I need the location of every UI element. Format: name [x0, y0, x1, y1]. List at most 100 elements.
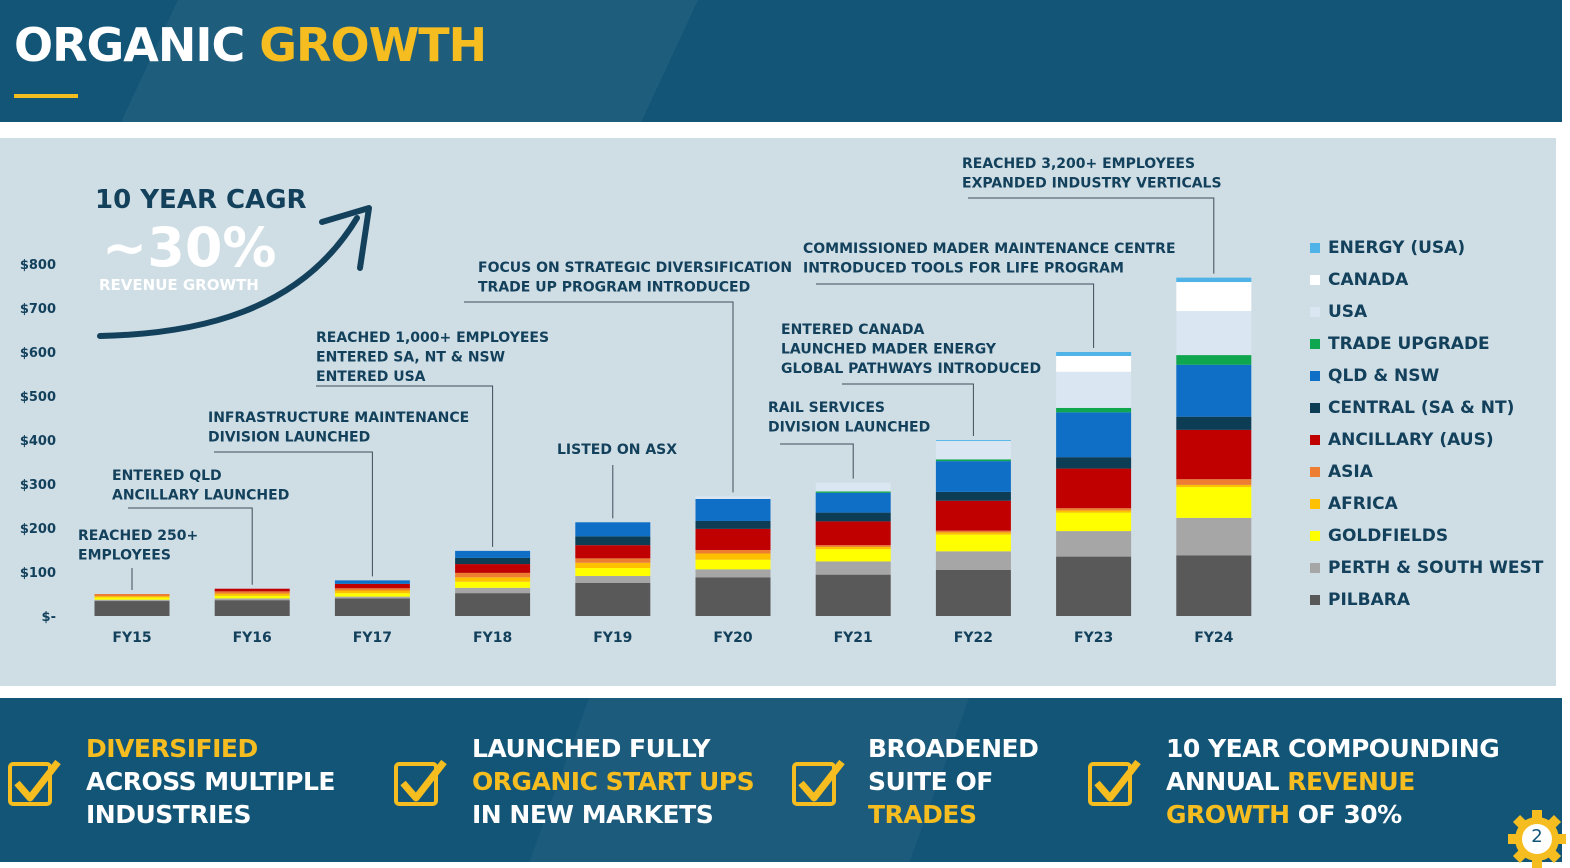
bar-segment-canada [1176, 282, 1252, 312]
bar-segment-goldfields [334, 593, 410, 597]
milestone-annotation-text: INTRODUCED TOOLS FOR LIFE PROGRAM [803, 261, 1124, 277]
bar-segment-goldfields [1176, 487, 1252, 518]
legend-label: ANCILLARY (AUS) [1328, 430, 1494, 450]
milestone-annotation-text: ENTERED SA, NT & NSW [316, 350, 505, 366]
bar-segment-africa [575, 562, 651, 569]
y-tick-label: $700 [20, 302, 56, 317]
bar-segment-ancillary-aus [1056, 468, 1132, 509]
bar-segment-perth-south-west [214, 598, 290, 601]
milestone-leader-line [464, 301, 734, 493]
footer-text-segment: DIVERSIFIED [86, 734, 258, 763]
legend-swatch [1310, 403, 1320, 413]
checkbox-tick-icon [394, 759, 447, 806]
footer-text-segment: ANNUAL [1166, 767, 1288, 796]
milestone-leader-line [780, 443, 854, 479]
milestone-annotation-text: TRADE UP PROGRAM INTRODUCED [478, 280, 750, 296]
bar-segment-energy-usa [935, 440, 1011, 441]
bar-segment-asia [94, 594, 170, 597]
y-tick-label: $300 [20, 478, 56, 493]
bar-segment-qld-nsw [695, 498, 771, 521]
milestone-annotation-text: ENTERED CANADA [781, 322, 925, 338]
x-tick-label: FY21 [834, 630, 873, 646]
milestone-leader-line [128, 507, 253, 585]
checkbox-tick-icon [1088, 759, 1141, 806]
bar-segment-africa [214, 593, 290, 596]
bar-segment-ancillary-aus [334, 583, 410, 589]
bar-segment-africa [455, 577, 531, 582]
bar-segment-perth-south-west [455, 587, 531, 594]
footer-text-segment: TRADES [868, 800, 977, 829]
footer-item-text: 10 YEAR COMPOUNDING ANNUAL REVENUE GROWTH … [1166, 732, 1500, 831]
legend-label: ASIA [1328, 462, 1374, 482]
bar-segment-asia [334, 588, 410, 591]
bar-segment-qld-nsw [815, 492, 891, 513]
y-tick-label: $500 [20, 390, 56, 405]
milestone-annotation-text: REACHED 1,000+ EMPLOYEES [316, 330, 549, 346]
bar-segment-goldfields [1056, 512, 1132, 532]
milestone-annotation-text: DIVISION LAUNCHED [208, 430, 370, 446]
footer-text-segment: OF 30% [1289, 800, 1402, 829]
y-tick-label: $400 [20, 434, 56, 449]
bar-segment-perth-south-west [1056, 531, 1132, 557]
milestone-annotation-text: REACHED 250+ [78, 528, 198, 544]
page-title-part2: GROWTH [259, 18, 487, 72]
legend-swatch [1310, 307, 1320, 317]
milestone-leader-line [316, 385, 494, 547]
bar-segment-pilbara [334, 598, 410, 616]
bar-segment-africa [1056, 510, 1132, 513]
footer-item-text: BROADENED SUITE OF TRADES [868, 732, 1039, 831]
bar-segment-ancillary-aus [1176, 429, 1252, 480]
header-banner: ORGANIC GROWTH [0, 0, 1562, 122]
bar-series [94, 277, 1252, 616]
bar-segment-africa [695, 553, 771, 560]
footer-item-text: DIVERSIFIED ACROSS MULTIPLE INDUSTRIES [86, 732, 335, 831]
bar-segment-goldfields [214, 595, 290, 599]
bar-segment-ancillary-aus [214, 588, 290, 592]
bar-segment-qld-nsw [575, 522, 651, 537]
bar-segment-perth-south-west [334, 596, 410, 599]
footer-text-segment: ACROSS MULTIPLE [86, 767, 335, 796]
x-tick-label: FY18 [473, 630, 512, 646]
legend-label: CANADA [1328, 270, 1409, 290]
milestone-annotation-text: LISTED ON ASX [557, 442, 677, 458]
bar-segment-perth-south-west [815, 561, 891, 575]
bar-segment-pilbara [815, 574, 891, 616]
bar-segment-pilbara [575, 583, 651, 616]
bar-segment-pilbara [935, 569, 1011, 616]
milestone-annotation-text: REACHED 3,200+ EMPLOYEES [962, 156, 1195, 172]
bar-segment-trade-upgrade [815, 491, 891, 493]
growth-arrow-head-icon [319, 205, 372, 271]
bar-segment-pilbara [695, 577, 771, 616]
bar-segment-perth-south-west [94, 599, 170, 602]
footer-text-segment: INDUSTRIES [86, 800, 251, 829]
bar-segment-goldfields [94, 597, 170, 600]
bar-segment-qld-nsw [455, 550, 531, 558]
title-underline [14, 94, 78, 98]
bar-segment-pilbara [94, 601, 170, 616]
legend-swatch [1310, 531, 1320, 541]
bar-segment-goldfields [815, 549, 891, 562]
footer-banner: DIVERSIFIED ACROSS MULTIPLE INDUSTRIES LAU… [0, 698, 1562, 862]
legend-swatch [1310, 371, 1320, 381]
x-tick-label: FY19 [593, 630, 632, 646]
legend-label: ENERGY (USA) [1328, 238, 1465, 258]
bar-segment-perth-south-west [935, 551, 1011, 570]
bar-segment-africa [815, 546, 891, 550]
legend-label: TRADE UPGRADE [1328, 334, 1490, 354]
bar-segment-central-sa-nt [935, 491, 1011, 501]
footer-text-segment: REVENUE [1287, 767, 1415, 796]
bar-segment-central-sa-nt [575, 536, 651, 546]
bar-segment-qld-nsw [935, 461, 1011, 492]
bar-segment-usa [1176, 311, 1252, 356]
bar-segment-africa [94, 596, 170, 598]
x-tick-label: FY23 [1074, 630, 1113, 646]
bar-segment-asia [1056, 508, 1132, 511]
milestone-annotation-text: LAUNCHED MADER ENERGY [781, 342, 997, 358]
checkbox-tick-icon [8, 759, 61, 806]
bar-segment-central-sa-nt [1176, 416, 1252, 430]
bar-segment-perth-south-west [575, 575, 651, 583]
bar-segment-africa [935, 532, 1011, 535]
legend-swatch [1310, 243, 1320, 253]
bar-segment-usa [935, 440, 1011, 460]
bar-segment-pilbara [1176, 555, 1252, 616]
